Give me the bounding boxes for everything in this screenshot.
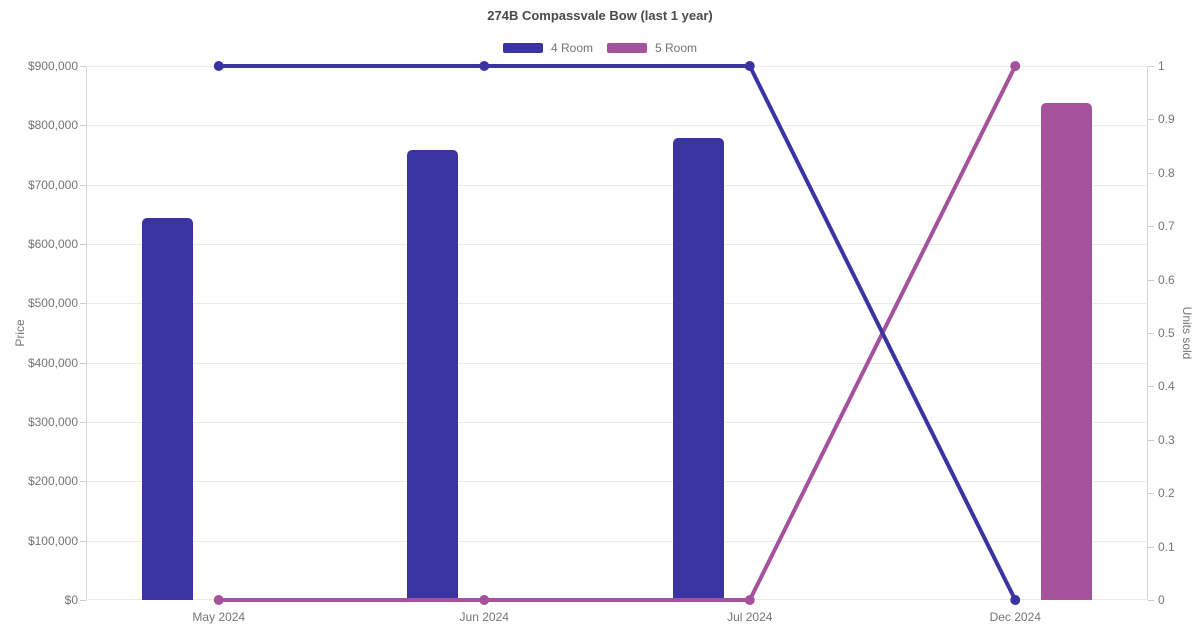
x-axis-label: Jun 2024 [459, 610, 509, 624]
x-axis-label: Jul 2024 [727, 610, 773, 624]
right-axis-tick-label: 0.4 [1158, 379, 1175, 394]
left-axis-line [86, 66, 87, 600]
right-axis-tick-label: 0.9 [1158, 112, 1175, 127]
left-axis-tick-mark [80, 66, 86, 67]
right-axis-line [1147, 66, 1148, 600]
legend-item-5-room[interactable]: 5 Room [607, 41, 697, 55]
left-axis-tick-mark [80, 185, 86, 186]
left-axis-tick-label: $200,000 [27, 474, 78, 489]
point-5-room-jun-2024[interactable] [479, 595, 490, 605]
x-axis-label: Dec 2024 [989, 610, 1041, 624]
chart-title: 274B Compassvale Bow (last 1 year) [487, 8, 713, 23]
units-sold-lines [213, 61, 1021, 605]
legend-swatch-icon [607, 43, 647, 53]
right-axis-tick-mark [1148, 547, 1154, 548]
bar-4-room-jun-2024[interactable] [407, 150, 458, 600]
left-axis-tick-label: $0 [64, 593, 78, 607]
line-4-room [218, 64, 1018, 601]
right-axis-tick-label: 1 [1158, 59, 1165, 73]
point-4-room-dec-2024[interactable] [1010, 595, 1021, 605]
gridline [86, 481, 1148, 482]
right-axis-tick-mark [1148, 119, 1154, 120]
legend-item-label: 4 Room [550, 41, 593, 55]
left-axis-tick-label: $900,000 [27, 59, 78, 73]
right-axis-tick-mark [1148, 440, 1154, 441]
left-axis-tick-label: $600,000 [27, 237, 78, 251]
left-axis-tick-label: $800,000 [27, 118, 78, 133]
gridline [86, 541, 1148, 542]
gridline [86, 363, 1148, 364]
left-axis-tick-label: $400,000 [27, 355, 78, 370]
left-axis-tick-mark [80, 303, 86, 304]
bar-4-room-jul-2024[interactable] [673, 138, 724, 600]
left-axis-tick-mark [80, 422, 86, 423]
right-axis-tick-mark [1148, 600, 1154, 601]
right-axis-tick-mark [1148, 493, 1154, 494]
right-axis-tick-label: 0 [1158, 593, 1165, 607]
gridline [86, 303, 1148, 304]
right-axis-tick-mark [1148, 386, 1154, 387]
left-axis-tick-label: $500,000 [27, 296, 78, 311]
bar-5-room-dec-2024[interactable] [1041, 103, 1092, 600]
point-4-room-jul-2024[interactable] [744, 61, 755, 71]
gridline [86, 125, 1148, 126]
right-axis-tick-label: 0.3 [1158, 432, 1175, 447]
right-axis-tick-mark [1148, 226, 1154, 227]
bar-4-room-may-2024[interactable] [142, 218, 193, 600]
right-axis-tick-label: 0.6 [1158, 272, 1175, 287]
right-axis-tick-label: 0.8 [1158, 165, 1175, 180]
point-4-room-may-2024[interactable] [213, 61, 224, 71]
left-axis-tick-mark [80, 125, 86, 126]
right-axis-tick-label: 0.5 [1158, 326, 1175, 340]
left-axis-tick-label: $700,000 [27, 177, 78, 192]
point-4-room-jun-2024[interactable] [479, 61, 490, 71]
right-axis-tick-mark [1148, 66, 1154, 67]
left-axis-tick-mark [80, 363, 86, 364]
left-axis-tick-mark [80, 541, 86, 542]
left-axis-tick-mark [80, 244, 86, 245]
plot-area [86, 61, 1148, 605]
point-5-room-may-2024[interactable] [213, 595, 224, 605]
y-axis-title-price: Price [13, 319, 27, 347]
legend-item-label: 5 Room [655, 41, 698, 55]
line-5-room [218, 65, 1018, 602]
gridline [86, 185, 1148, 186]
legend-swatch-icon [502, 43, 543, 53]
right-axis-tick-label: 0.1 [1158, 539, 1175, 554]
point-5-room-jul-2024[interactable] [744, 595, 755, 605]
right-axis-tick-mark [1148, 280, 1154, 281]
right-axis-tick-mark [1148, 173, 1154, 174]
left-axis-tick-label: $100,000 [27, 533, 78, 548]
left-axis-tick-mark [80, 481, 86, 482]
legend: 4 Room 5 Room [0, 41, 1200, 55]
right-axis-tick-label: 0.7 [1158, 219, 1175, 234]
gridline [86, 244, 1148, 245]
left-axis-tick-label: $300,000 [27, 415, 78, 429]
x-axis-label: May 2024 [192, 610, 246, 624]
left-axis-tick-mark [80, 600, 86, 601]
gridline [86, 422, 1148, 423]
right-axis-tick-label: 0.2 [1158, 486, 1175, 501]
right-axis-tick-mark [1148, 333, 1154, 334]
point-5-room-dec-2024[interactable] [1010, 61, 1021, 71]
legend-item-4-room[interactable]: 4 Room [502, 41, 593, 55]
